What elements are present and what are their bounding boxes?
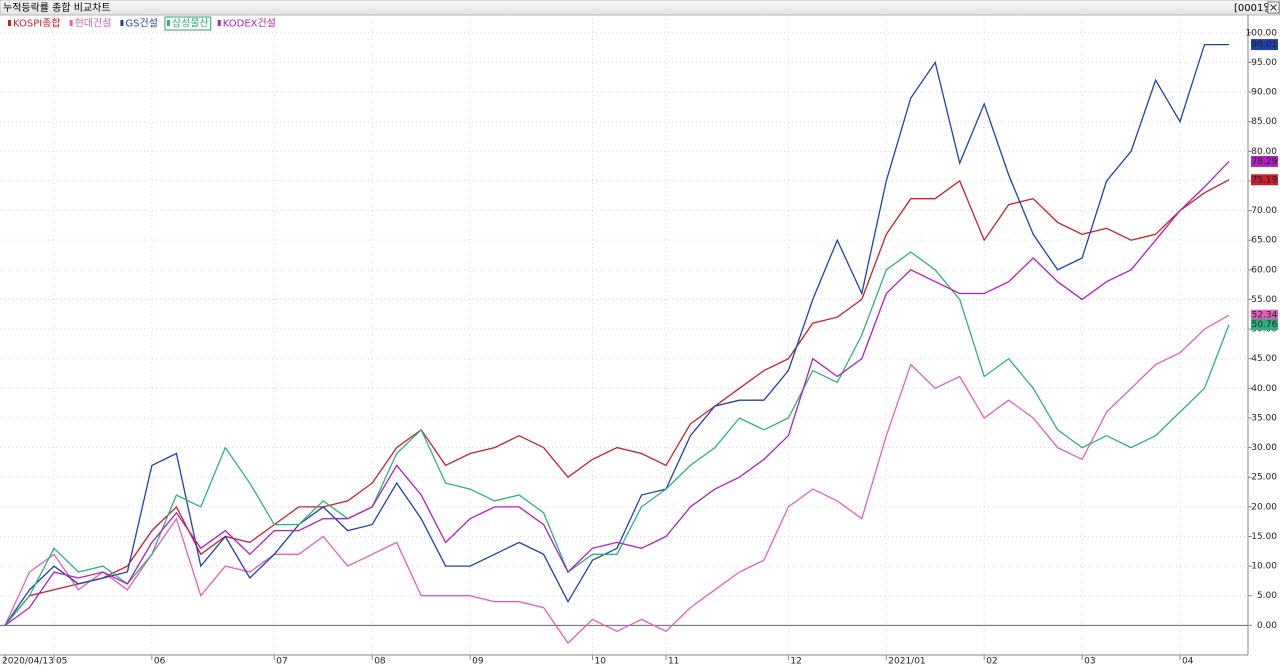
close-button[interactable] — [1267, 1, 1280, 14]
legend-label: 삼성물산 — [172, 18, 209, 30]
x-tick-label: 10 — [595, 657, 607, 667]
y-tick-label: 5.00 — [1257, 591, 1277, 601]
legend-swatch — [8, 20, 11, 26]
value-label-box — [1251, 174, 1278, 186]
series-line — [4, 314, 1230, 645]
legend-label: KODEX건설 — [223, 18, 276, 30]
legend-swatch — [217, 20, 221, 26]
legend-swatch — [120, 20, 124, 26]
series-line — [4, 179, 1230, 626]
legend-label: 현대건설 — [75, 18, 112, 30]
value-label: 52.34 — [1252, 311, 1278, 321]
series-line — [4, 43, 1229, 626]
y-tick-label: 100.00 — [1246, 28, 1278, 38]
x-tick-label: 11 — [668, 657, 679, 667]
y-tick-label: 55.00 — [1251, 295, 1277, 305]
y-tick-label: 25.00 — [1251, 473, 1277, 483]
x-tick-label: 08 — [374, 657, 386, 667]
value-label-box — [1251, 309, 1278, 321]
series-line — [4, 251, 1230, 626]
period[interactable]: [0001일] — [1234, 2, 1277, 14]
legend-label: KOSPI종합 — [13, 18, 61, 30]
x-tick-label: 2021/01 — [888, 657, 925, 667]
y-tick-label: 60.00 — [1251, 265, 1277, 275]
legend-item[interactable]: KODEX건설 — [217, 18, 276, 30]
chart-title: 누적등락률 종합 비교차트 — [3, 2, 111, 14]
y-tick-label: 10.00 — [1251, 562, 1277, 572]
y-tick-label: 15.00 — [1251, 532, 1277, 542]
x-tick-label: 07 — [276, 657, 287, 667]
value-label-box — [1251, 155, 1278, 167]
y-tick-label: 65.00 — [1251, 236, 1277, 246]
legend-item[interactable]: 현대건설 — [69, 18, 112, 30]
x-tick-label: 04 — [1182, 657, 1194, 667]
y-tick-label: 95.00 — [1251, 58, 1277, 68]
value-label: 75.19 — [1252, 175, 1278, 185]
series-line — [4, 160, 1230, 626]
y-tick-label: 40.00 — [1251, 384, 1277, 394]
value-label-box — [1251, 319, 1278, 331]
y-tick-label: 30.00 — [1251, 443, 1277, 453]
y-tick-label: 35.00 — [1251, 413, 1277, 423]
x-tick-label: 05 — [56, 657, 67, 667]
value-label: 78.29 — [1252, 157, 1278, 167]
legend-item[interactable]: 삼성물산 — [164, 16, 212, 31]
legend-highlight — [164, 16, 212, 31]
y-tick-label: 90.00 — [1251, 88, 1277, 98]
legend-item[interactable]: GS건설 — [120, 18, 158, 30]
y-tick-label: 20.00 — [1251, 502, 1277, 512]
legend-swatch — [69, 20, 73, 26]
y-tick-label: 85.00 — [1251, 117, 1277, 127]
x-tick-label: 09 — [472, 657, 484, 667]
y-tick-label: 80.00 — [1251, 147, 1277, 157]
value-label: 98.01 — [1252, 40, 1278, 50]
legend-swatch — [166, 20, 170, 26]
value-label-box — [1251, 39, 1278, 51]
x-tick-label: 12 — [790, 657, 801, 667]
legend-item[interactable]: KOSPI종합 — [8, 18, 61, 30]
value-label: 50.76 — [1252, 320, 1278, 330]
x-tick-label: 06 — [154, 657, 166, 667]
x-tick-label: 2020/04/13 — [2, 657, 54, 667]
y-tick-label: 70.00 — [1251, 206, 1277, 216]
y-tick-label: 45.00 — [1251, 354, 1277, 364]
y-tick-label: 0.00 — [1257, 621, 1277, 631]
x-tick-label: 03 — [1084, 657, 1095, 667]
title-bar — [0, 0, 1280, 16]
x-tick-label: 02 — [986, 657, 997, 667]
legend-label: GS건설 — [125, 18, 158, 30]
